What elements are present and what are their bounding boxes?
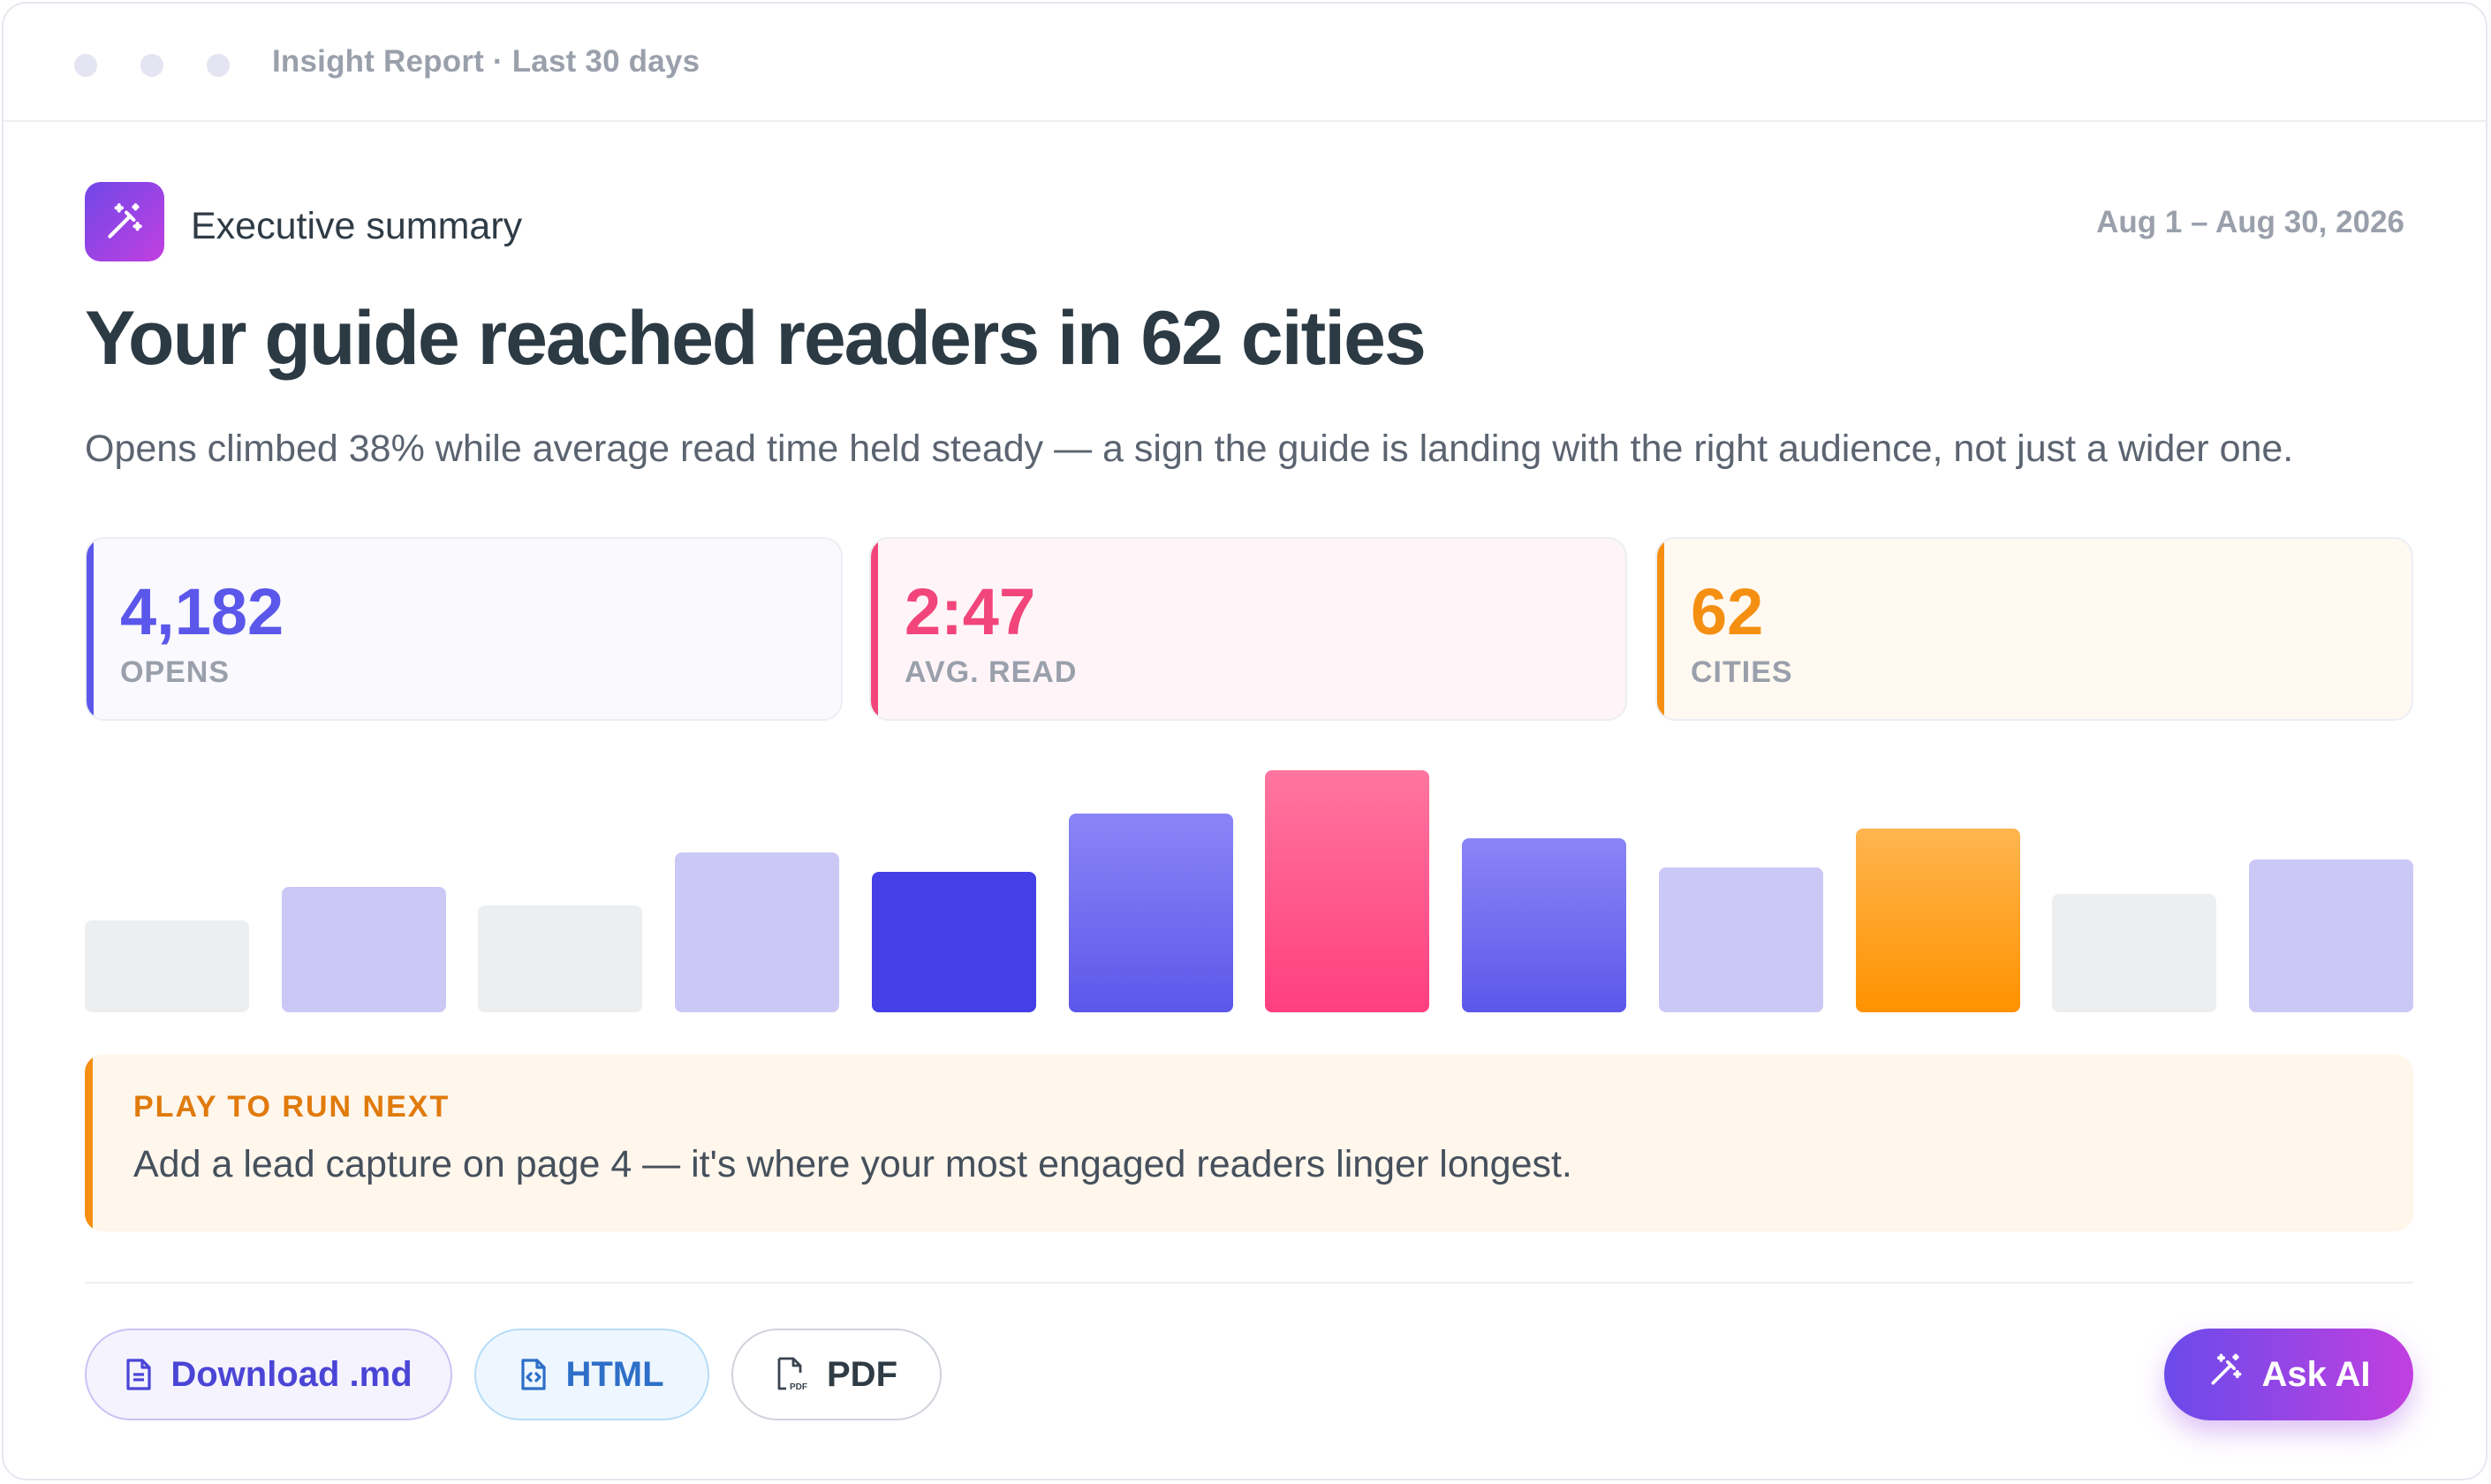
html-export-button[interactable]: HTML [474, 1329, 709, 1420]
date-range: Aug 1 – Aug 30, 2026 [2096, 205, 2404, 239]
divider [85, 1282, 2413, 1283]
chart-bar-8 [1462, 838, 1626, 1012]
download-md-label: Download .md [170, 1354, 413, 1394]
pdf-export-button[interactable]: PDF PDF [731, 1329, 942, 1420]
stat-value: 62 [1691, 575, 1764, 648]
stat-card-avg-read: 2:47 AVG. READ [869, 537, 1627, 721]
pdf-export-label: PDF [827, 1354, 897, 1394]
window-title: Insight Report · Last 30 days [272, 44, 700, 79]
chart-bar-3 [478, 905, 642, 1012]
download-md-button[interactable]: Download .md [85, 1329, 452, 1420]
ask-ai-button[interactable]: Ask AI [2164, 1329, 2413, 1420]
html-export-label: HTML [565, 1354, 664, 1394]
page-title: Your guide reached readers in 62 cities [85, 296, 1427, 381]
chart-bar-9 [1659, 867, 1823, 1012]
stat-label: AVG. READ [905, 655, 1078, 689]
section-label: Executive summary [191, 205, 523, 247]
stat-value: 4,182 [120, 575, 284, 648]
chart-canvas [85, 770, 2413, 1012]
window-control-close[interactable] [74, 54, 97, 77]
magic-wand-icon [2207, 1351, 2245, 1398]
chart-bar-10 [1856, 829, 2020, 1012]
svg-text:PDF: PDF [790, 1382, 807, 1392]
next-play-callout: PLAY TO RUN NEXT Add a lead capture on p… [85, 1055, 2413, 1231]
callout-title: PLAY TO RUN NEXT [133, 1090, 450, 1124]
chart-bar-5 [872, 872, 1036, 1012]
stat-accent-bar [1657, 539, 1664, 719]
document-icon [125, 1358, 153, 1391]
stat-label: OPENS [120, 655, 231, 689]
stat-label: CITIES [1691, 655, 1793, 689]
window-control-maximize[interactable] [207, 54, 230, 77]
stat-card-opens: 4,182 OPENS [85, 537, 843, 721]
chart-bar-11 [2052, 894, 2216, 1012]
stat-card-cities: 62 CITIES [1655, 537, 2413, 721]
opens-bar-chart [85, 763, 2413, 1012]
chart-bar-2 [282, 887, 446, 1012]
callout-text: Add a lead capture on page 4 — it's wher… [133, 1143, 1572, 1185]
chart-bar-1 [85, 920, 249, 1012]
stat-accent-bar [87, 539, 94, 719]
title-bar: Insight Report · Last 30 days [4, 4, 2486, 122]
magic-wand-icon [85, 182, 164, 261]
page-subtitle: Opens climbed 38% while average read tim… [85, 428, 2294, 470]
chart-bar-6 [1069, 814, 1233, 1012]
stat-accent-bar [871, 539, 878, 719]
chart-bar-4 [675, 852, 839, 1012]
pdf-file-icon: PDF [776, 1356, 809, 1393]
callout-accent-bar [85, 1055, 93, 1231]
stat-value: 2:47 [905, 575, 1036, 648]
window-control-minimize[interactable] [140, 54, 163, 77]
chart-bar-7 [1265, 770, 1429, 1012]
chart-bar-12 [2249, 859, 2413, 1012]
ask-ai-label: Ask AI [2261, 1354, 2371, 1394]
code-file-icon [519, 1358, 548, 1391]
